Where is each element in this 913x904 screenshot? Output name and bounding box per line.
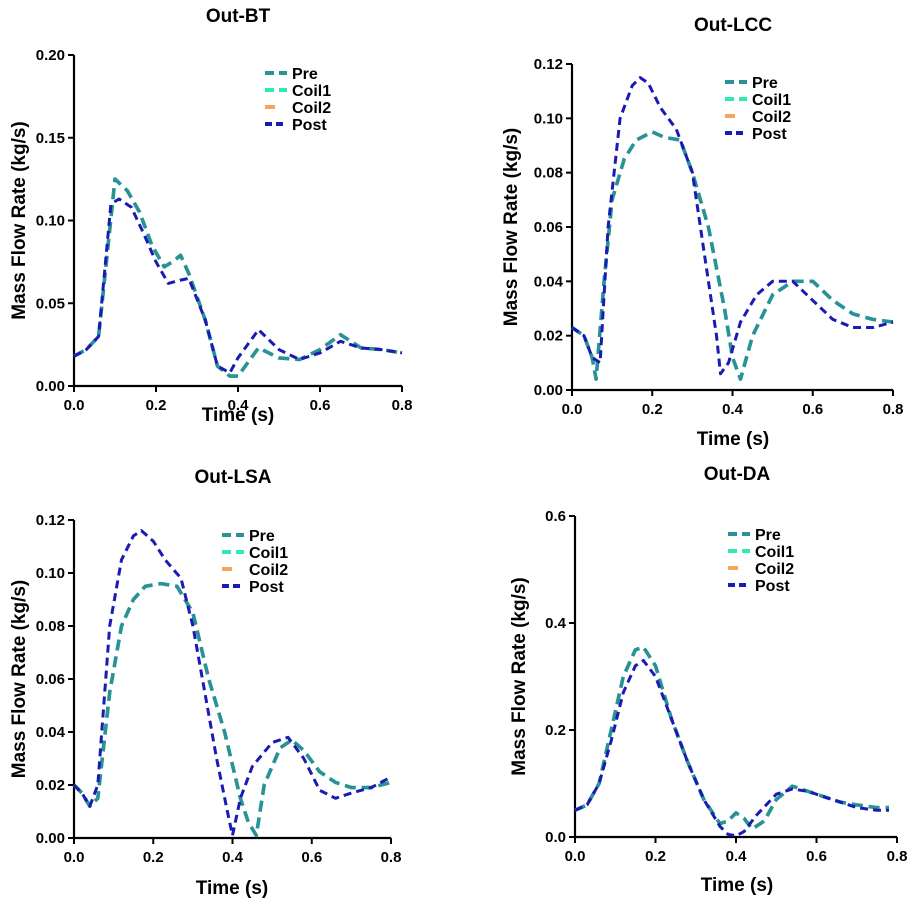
y-tick-label: 0.02 bbox=[534, 328, 563, 345]
x-tick-label: 0.6 bbox=[310, 397, 331, 414]
legend-label-coil2: Coil2 bbox=[755, 561, 794, 578]
series-line-pre bbox=[570, 130, 894, 381]
x-tick-label: 0.8 bbox=[887, 848, 908, 865]
y-tick-label: 0.08 bbox=[36, 618, 65, 635]
chart-title: Out-LCC bbox=[694, 15, 772, 36]
y-tick-label: 0.6 bbox=[545, 508, 566, 525]
y-tick-label: 0.02 bbox=[36, 777, 65, 794]
legend-label-coil1: Coil1 bbox=[249, 545, 288, 562]
chart-out-lsa: Out-LSA 0.00 0.02 0.04 0.06 0.08 0.10 0.12 0.0 0.… bbox=[9, 467, 401, 899]
chart-out-bt: Out-BT 0.00 0.05 0.10 0.15 0.20 0.0 0.2 0.4 0.6 0.… bbox=[9, 6, 412, 426]
legend-label-pre: Pre bbox=[755, 527, 781, 544]
x-tick-label: 0.6 bbox=[301, 849, 322, 866]
x-tick-label: 0.8 bbox=[392, 397, 413, 414]
series-line-pre bbox=[72, 581, 392, 838]
y-tick-label: 0.00 bbox=[36, 378, 65, 395]
x-tick-label: 0.2 bbox=[645, 848, 666, 865]
chart-title: Out-LSA bbox=[194, 467, 271, 488]
x-tick-label: 0.0 bbox=[64, 849, 85, 866]
x-tick-label: 0.4 bbox=[228, 397, 250, 414]
y-tick-label: 0.00 bbox=[36, 830, 65, 847]
x-tick-label: 0.6 bbox=[802, 401, 823, 418]
x-tick-label: 0.0 bbox=[565, 848, 586, 865]
x-tick-label: 0.2 bbox=[642, 401, 663, 418]
y-tick-label: 0.00 bbox=[534, 382, 563, 399]
x-axis-label: Time (s) bbox=[202, 405, 275, 426]
y-tick-label: 0.4 bbox=[545, 615, 567, 632]
y-tick-label: 0.04 bbox=[36, 724, 66, 741]
legend-label-coil1: Coil1 bbox=[292, 83, 331, 100]
y-tick-label: 0.10 bbox=[36, 565, 65, 582]
x-tick-label: 0.8 bbox=[883, 401, 904, 418]
x-tick-label: 0.4 bbox=[722, 401, 744, 418]
x-axis-label: Time (s) bbox=[697, 429, 770, 450]
y-tick-label: 0.12 bbox=[36, 512, 65, 529]
series-line-coil1 bbox=[571, 130, 894, 381]
series-line-post bbox=[571, 76, 894, 376]
series-line-post bbox=[72, 529, 392, 837]
legend-label-coil2: Coil2 bbox=[752, 109, 791, 126]
y-axis-label: Mass Flow Rate (kg/s) bbox=[9, 580, 30, 779]
y-tick-label: 0.04 bbox=[534, 273, 564, 290]
chart-out-lcc: Out-LCC 0.00 0.02 0.04 0.06 0.08 0.10 0.12 0.0 0.… bbox=[501, 15, 903, 450]
y-tick-label: 0.0 bbox=[545, 829, 566, 846]
chart-title: Out-BT bbox=[206, 6, 271, 27]
x-axis-label: Time (s) bbox=[196, 878, 269, 899]
y-tick-label: 0.05 bbox=[36, 295, 65, 312]
y-tick-label: 0.20 bbox=[36, 47, 65, 64]
y-tick-label: 0.06 bbox=[534, 219, 563, 236]
y-axis-label: Mass Flow Rate (kg/s) bbox=[501, 128, 522, 327]
x-tick-label: 0.2 bbox=[146, 397, 167, 414]
x-tick-label: 0.4 bbox=[222, 849, 244, 866]
y-tick-label: 0.08 bbox=[534, 165, 563, 182]
y-axis-label: Mass Flow Rate (kg/s) bbox=[9, 121, 30, 320]
legend-label-pre: Pre bbox=[292, 66, 318, 83]
chart-out-da: Out-DA 0.0 0.2 0.4 0.6 0.0 0.2 0.4 0.6 0.8 Time (s… bbox=[509, 464, 907, 896]
chart-title: Out-DA bbox=[704, 464, 771, 485]
legend-label-post: Post bbox=[249, 579, 284, 596]
y-tick-label: 0.15 bbox=[36, 130, 65, 147]
y-tick-label: 0.2 bbox=[545, 722, 566, 739]
series-line-coil1 bbox=[72, 581, 392, 838]
x-tick-label: 0.2 bbox=[143, 849, 164, 866]
legend-label-coil1: Coil1 bbox=[752, 92, 791, 109]
legend-label-post: Post bbox=[292, 117, 327, 134]
legend-label-post: Post bbox=[752, 126, 787, 143]
x-tick-label: 0.0 bbox=[562, 401, 583, 418]
series-line-coil2 bbox=[73, 582, 392, 837]
legend-label-pre: Pre bbox=[752, 75, 778, 92]
y-tick-label: 0.10 bbox=[534, 110, 563, 127]
series-line-post bbox=[574, 659, 889, 838]
x-tick-label: 0.0 bbox=[64, 397, 85, 414]
series-line-post bbox=[73, 197, 403, 375]
series-line-coil2 bbox=[571, 130, 894, 381]
y-tick-label: 0.10 bbox=[36, 213, 65, 230]
y-tick-label: 0.06 bbox=[36, 671, 65, 688]
x-axis-label: Time (s) bbox=[701, 875, 774, 896]
y-axis-label: Mass Flow Rate (kg/s) bbox=[509, 577, 530, 776]
legend-label-pre: Pre bbox=[249, 528, 275, 545]
x-tick-label: 0.6 bbox=[806, 848, 827, 865]
legend-label-post: Post bbox=[755, 578, 790, 595]
x-tick-label: 0.8 bbox=[381, 849, 402, 866]
y-tick-label: 0.12 bbox=[534, 56, 563, 73]
legend-label-coil2: Coil2 bbox=[249, 562, 288, 579]
x-tick-label: 0.4 bbox=[726, 848, 748, 865]
legend-label-coil1: Coil1 bbox=[755, 544, 794, 561]
legend-label-coil2: Coil2 bbox=[292, 100, 331, 117]
